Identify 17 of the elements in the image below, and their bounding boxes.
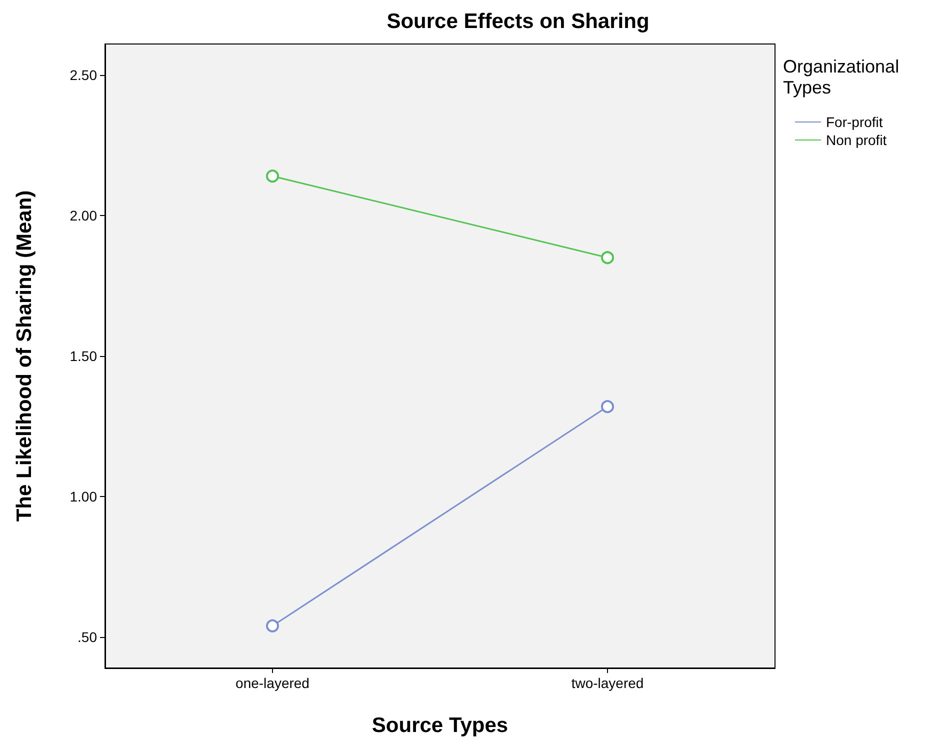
x-tick-label: two-layered [571,675,644,691]
x-axis-title: Source Types [372,714,508,737]
y-tick-label: .50 [78,629,98,646]
y-axis-title: The Likelihood of Sharing (Mean) [13,190,36,522]
point [266,619,279,632]
y-tick-label: 2.00 [70,207,98,224]
legend-label: For-profit [826,114,883,130]
x-tick-label: one-layered [236,675,310,691]
chart-title: Source Effects on Sharing [386,10,650,33]
y-tick-label: 1.00 [70,488,98,505]
legend-label: Non profit [826,132,887,148]
y-tick-label: 2.50 [70,66,98,83]
point [601,400,614,414]
point [601,251,614,264]
y-tick-label: 1.50 [70,348,98,364]
legend-title: Organizational Types [783,56,904,98]
point [266,170,279,183]
